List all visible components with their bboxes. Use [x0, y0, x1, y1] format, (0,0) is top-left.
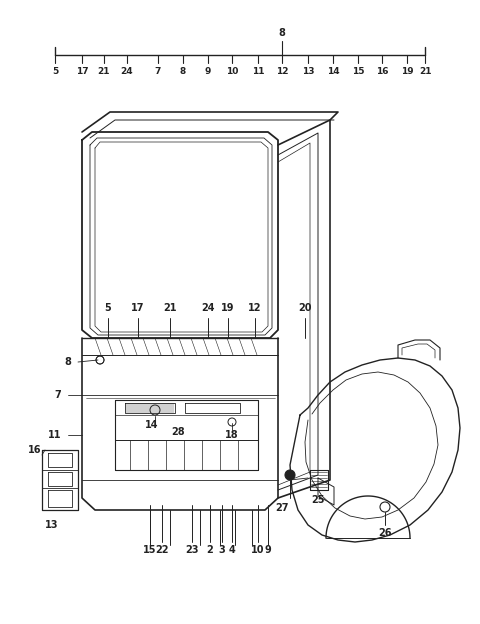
Text: 27: 27: [275, 503, 289, 513]
Text: 8: 8: [65, 357, 72, 367]
Text: 14: 14: [327, 67, 339, 76]
Text: 8: 8: [180, 67, 186, 76]
Text: 24: 24: [120, 67, 133, 76]
Text: 21: 21: [419, 67, 431, 76]
Text: 13: 13: [302, 67, 314, 76]
Text: 8: 8: [278, 28, 286, 38]
Text: 15: 15: [352, 67, 364, 76]
Text: 3: 3: [218, 545, 226, 555]
Text: 20: 20: [298, 303, 312, 313]
Text: 5: 5: [52, 67, 58, 76]
Text: 17: 17: [76, 67, 88, 76]
Text: 9: 9: [205, 67, 211, 76]
Text: 7: 7: [55, 390, 61, 400]
Text: 19: 19: [401, 67, 413, 76]
Text: 10: 10: [251, 545, 265, 555]
Text: 12: 12: [276, 67, 288, 76]
Text: 13: 13: [45, 520, 59, 530]
Text: 5: 5: [105, 303, 111, 313]
Text: 16: 16: [28, 445, 42, 455]
Text: 19: 19: [221, 303, 235, 313]
Text: 17: 17: [131, 303, 145, 313]
Text: 18: 18: [225, 430, 239, 440]
Text: 15: 15: [143, 545, 157, 555]
Text: 21: 21: [163, 303, 177, 313]
Text: 11: 11: [48, 430, 62, 440]
Text: 10: 10: [226, 67, 238, 76]
Text: 7: 7: [155, 67, 161, 76]
Text: 4: 4: [228, 545, 235, 555]
Text: 9: 9: [264, 545, 271, 555]
Text: 16: 16: [376, 67, 388, 76]
Text: 24: 24: [201, 303, 215, 313]
Circle shape: [285, 470, 295, 480]
Text: 28: 28: [171, 427, 185, 437]
Text: 26: 26: [378, 528, 392, 538]
Text: 11: 11: [252, 67, 264, 76]
Text: 21: 21: [98, 67, 110, 76]
Text: 2: 2: [206, 545, 214, 555]
Text: 22: 22: [155, 545, 169, 555]
Text: 14: 14: [145, 420, 159, 430]
Text: 25: 25: [311, 495, 325, 505]
Text: 23: 23: [185, 545, 199, 555]
Text: 12: 12: [248, 303, 262, 313]
